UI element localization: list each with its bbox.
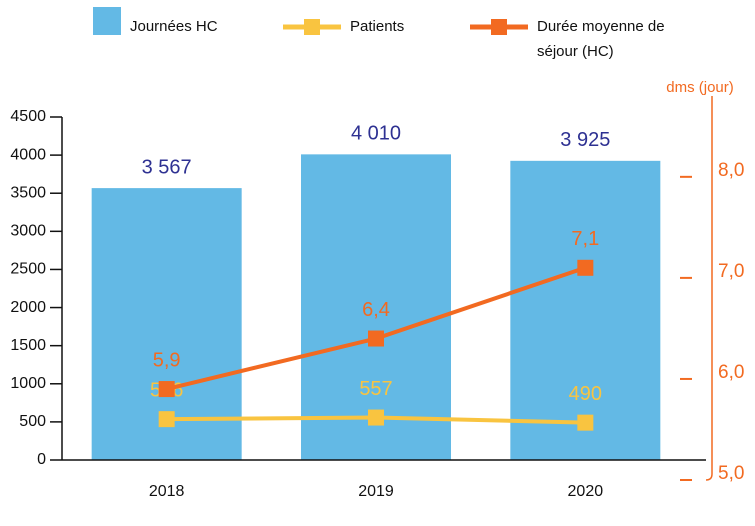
- y-tick-label: 3000: [10, 223, 46, 240]
- point: [368, 409, 384, 426]
- point: [158, 381, 175, 398]
- y-tick-label: 1500: [10, 337, 46, 354]
- y2-tick-label: 7,0: [718, 261, 744, 282]
- y2-axis-label: dms (jour): [666, 79, 734, 96]
- point: [158, 411, 175, 428]
- point-label: 7,1: [571, 228, 599, 250]
- point-label: 557: [359, 378, 392, 400]
- bar-label: 3 925: [560, 129, 610, 151]
- legend-label: Durée moyenne de séjour (HC): [537, 18, 665, 60]
- bar: [301, 154, 451, 461]
- point-label: 490: [569, 383, 602, 405]
- legend-label: Journées HC: [130, 18, 218, 35]
- legend-label: Patients: [350, 18, 405, 35]
- y-tick-label: 1000: [10, 375, 46, 392]
- point: [577, 414, 594, 431]
- bar: [510, 160, 661, 461]
- x-tick-label: 2018: [149, 483, 185, 500]
- x-tick-label: 2020: [568, 483, 604, 500]
- point-label: 5,9: [153, 349, 181, 371]
- y-tick-label: 3500: [10, 184, 46, 201]
- y-tick-label: 4000: [10, 146, 46, 163]
- point: [577, 259, 594, 276]
- legend-swatch: [93, 7, 121, 35]
- y-tick-label: 2000: [10, 299, 46, 316]
- bar-label: 3 567: [142, 156, 192, 178]
- y2-tick-label: 6,0: [718, 362, 744, 383]
- y-tick-label: 500: [19, 413, 46, 430]
- x-tick-label: 2019: [358, 483, 394, 500]
- y-tick-label: 4500: [10, 108, 46, 125]
- legend-swatch: [491, 19, 507, 35]
- y-tick-label: 0: [37, 451, 46, 468]
- bar-label: 4 010: [351, 123, 401, 145]
- point: [368, 330, 384, 347]
- point-label: 6,4: [362, 299, 390, 321]
- y2-tick-label: 8,0: [718, 160, 744, 181]
- legend-swatch: [304, 19, 320, 35]
- y2-axis: [705, 96, 713, 481]
- y-tick-label: 2500: [10, 261, 46, 278]
- y2-tick-label: 5,0: [718, 463, 744, 484]
